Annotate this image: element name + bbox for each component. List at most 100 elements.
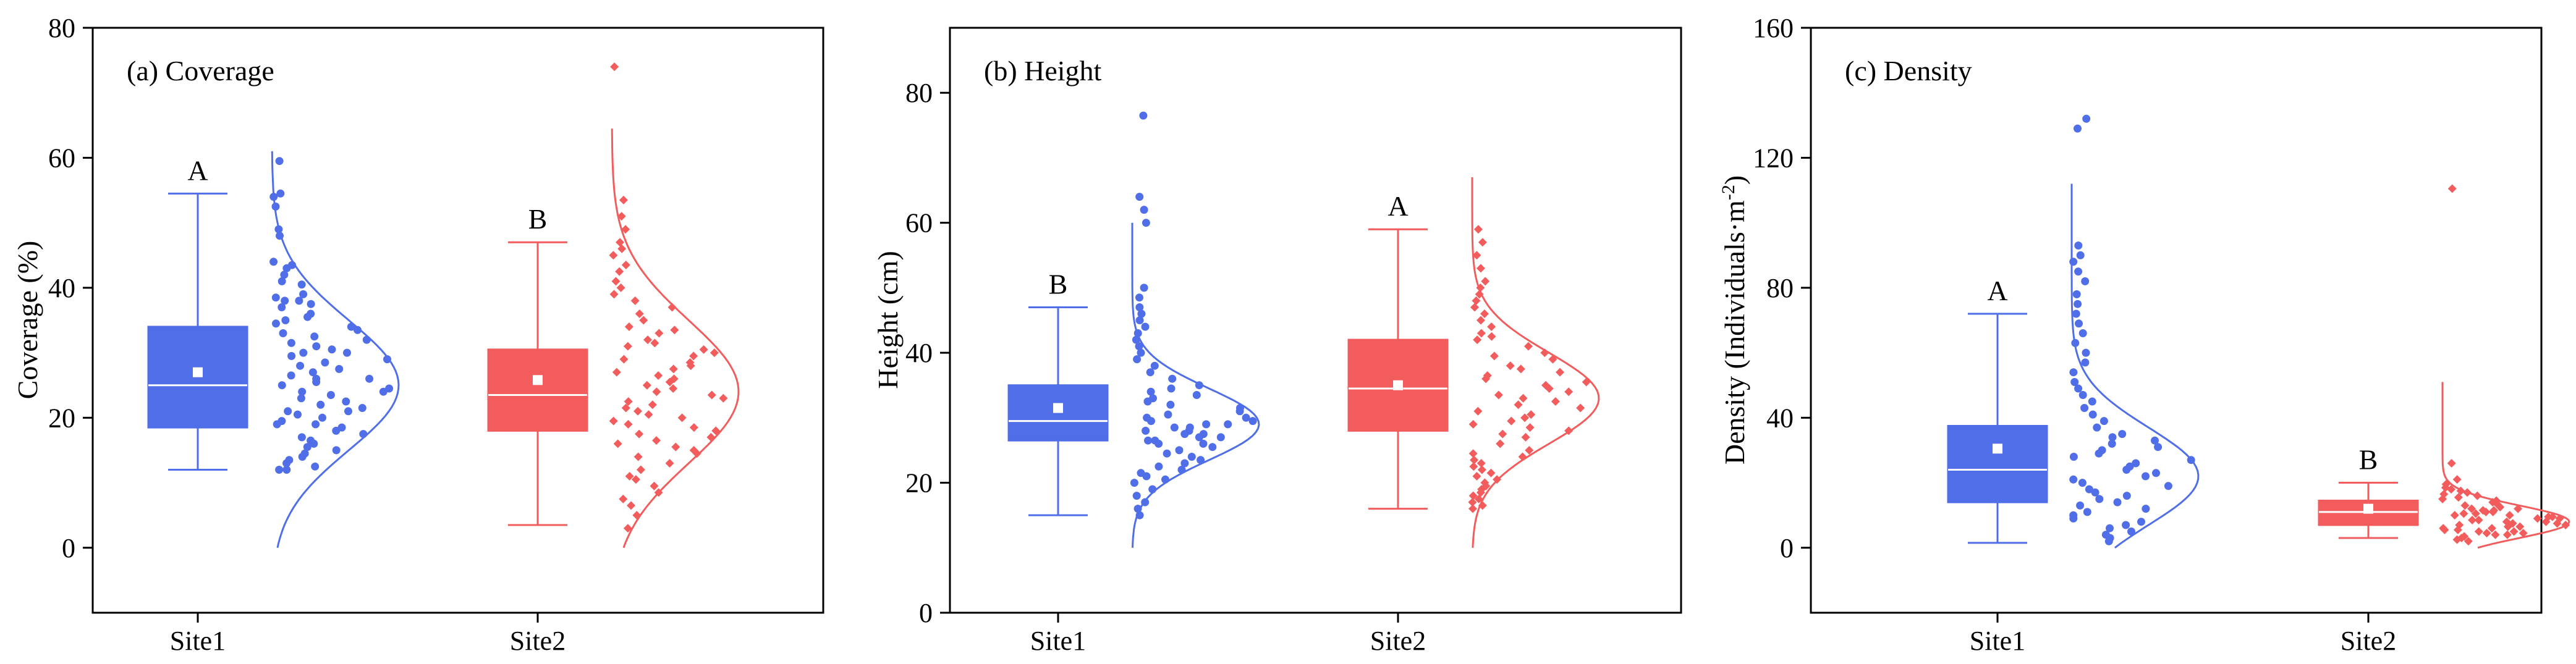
- box-mean-marker: [1053, 403, 1063, 413]
- data-point: [639, 316, 648, 325]
- data-point: [282, 459, 291, 468]
- data-point: [677, 413, 687, 422]
- data-point: [633, 452, 643, 461]
- data-point: [1477, 329, 1486, 338]
- data-point: [2088, 397, 2096, 406]
- data-point: [1177, 466, 1186, 474]
- data-point: [273, 420, 281, 429]
- data-point: [1137, 348, 1145, 357]
- data-point: [298, 387, 307, 396]
- data-point: [1481, 277, 1490, 286]
- data-point: [2078, 391, 2087, 399]
- data-point: [1142, 219, 1150, 227]
- data-point: [1135, 316, 1144, 324]
- data-point: [1551, 397, 1560, 406]
- data-point: [2081, 358, 2090, 367]
- data-point: [312, 378, 321, 386]
- data-point: [303, 313, 312, 321]
- data-point: [310, 439, 318, 448]
- data-point: [1476, 264, 1485, 273]
- data-point: [2164, 482, 2172, 490]
- data-point: [1197, 456, 1205, 464]
- data-point: [2447, 485, 2456, 494]
- data-point: [1180, 430, 1189, 439]
- data-point: [1520, 413, 1530, 422]
- data-point: [652, 387, 661, 397]
- data-point: [2515, 522, 2525, 531]
- data-point: [1148, 485, 1157, 494]
- y-tick-label: 20: [48, 403, 75, 433]
- data-point: [1493, 475, 1502, 484]
- box-mean-marker: [2363, 503, 2373, 514]
- data-point: [2474, 516, 2483, 525]
- data-point: [1468, 449, 1478, 458]
- data-point: [2502, 530, 2512, 539]
- data-point: [1195, 433, 1203, 442]
- data-point: [2069, 258, 2078, 266]
- data-point: [1155, 439, 1163, 448]
- panel-title: (c) Density: [1845, 55, 1972, 86]
- data-point: [1544, 384, 1554, 393]
- data-point: [1506, 361, 1515, 371]
- data-point: [2127, 527, 2135, 536]
- data-point: [2074, 124, 2082, 133]
- data-point: [611, 277, 621, 286]
- data-point: [1470, 455, 1479, 464]
- data-point: [344, 407, 352, 416]
- data-point: [275, 466, 284, 474]
- data-point: [269, 193, 278, 201]
- data-point: [1525, 423, 1535, 432]
- data-point: [667, 303, 677, 312]
- data-point: [1140, 284, 1148, 292]
- data-point: [1478, 238, 1487, 247]
- data-point: [2496, 503, 2505, 512]
- panel-density: (c) Density Density (Individuals·m-2) 0 4…: [1718, 13, 2570, 656]
- data-point: [2083, 508, 2091, 516]
- y-tick-label: 0: [62, 533, 75, 563]
- data-point: [1164, 410, 1172, 419]
- data-point: [1135, 303, 1144, 311]
- x-tick-label: Site2: [1370, 626, 1426, 656]
- data-point: [2454, 493, 2463, 502]
- box-mean-marker: [1993, 443, 2002, 454]
- data-point: [1525, 445, 1534, 455]
- data-point: [2509, 527, 2519, 536]
- box-mean-marker: [1393, 380, 1403, 390]
- data-point: [1516, 364, 1525, 374]
- data-point: [2447, 458, 2456, 468]
- data-point: [299, 348, 308, 357]
- significance-letter: B: [528, 203, 548, 235]
- y-tick-label: 20: [905, 468, 933, 498]
- data-point: [1144, 436, 1152, 445]
- data-point: [1135, 293, 1143, 302]
- data-point: [287, 371, 295, 380]
- data-point: [326, 391, 335, 399]
- panel-coverage: (a) Coverage Coverage (%) 0 20 40 60 80 Site1…: [12, 13, 824, 656]
- data-point: [609, 416, 618, 426]
- data-point: [1470, 303, 1480, 312]
- data-point: [2099, 417, 2108, 426]
- data-point: [692, 449, 701, 458]
- y-tick-label: 40: [1766, 403, 1794, 433]
- data-point: [2122, 521, 2130, 529]
- data-point: [2561, 520, 2570, 529]
- data-point: [1146, 368, 1155, 377]
- data-point: [1540, 348, 1549, 358]
- data-point: [2081, 277, 2090, 285]
- data-point: [2132, 459, 2140, 468]
- data-point: [307, 300, 315, 308]
- data-point: [281, 296, 289, 305]
- data-point: [2473, 491, 2482, 500]
- data-point: [2071, 338, 2080, 347]
- data-point: [271, 202, 280, 211]
- data-point: [1498, 429, 1507, 439]
- data-point: [332, 426, 341, 435]
- data-point: [610, 62, 619, 72]
- data-point: [280, 271, 289, 279]
- data-point: [2104, 537, 2113, 545]
- data-point: [1494, 390, 1503, 400]
- data-point: [2074, 267, 2083, 276]
- data-point: [281, 316, 290, 324]
- data-point: [2075, 319, 2083, 328]
